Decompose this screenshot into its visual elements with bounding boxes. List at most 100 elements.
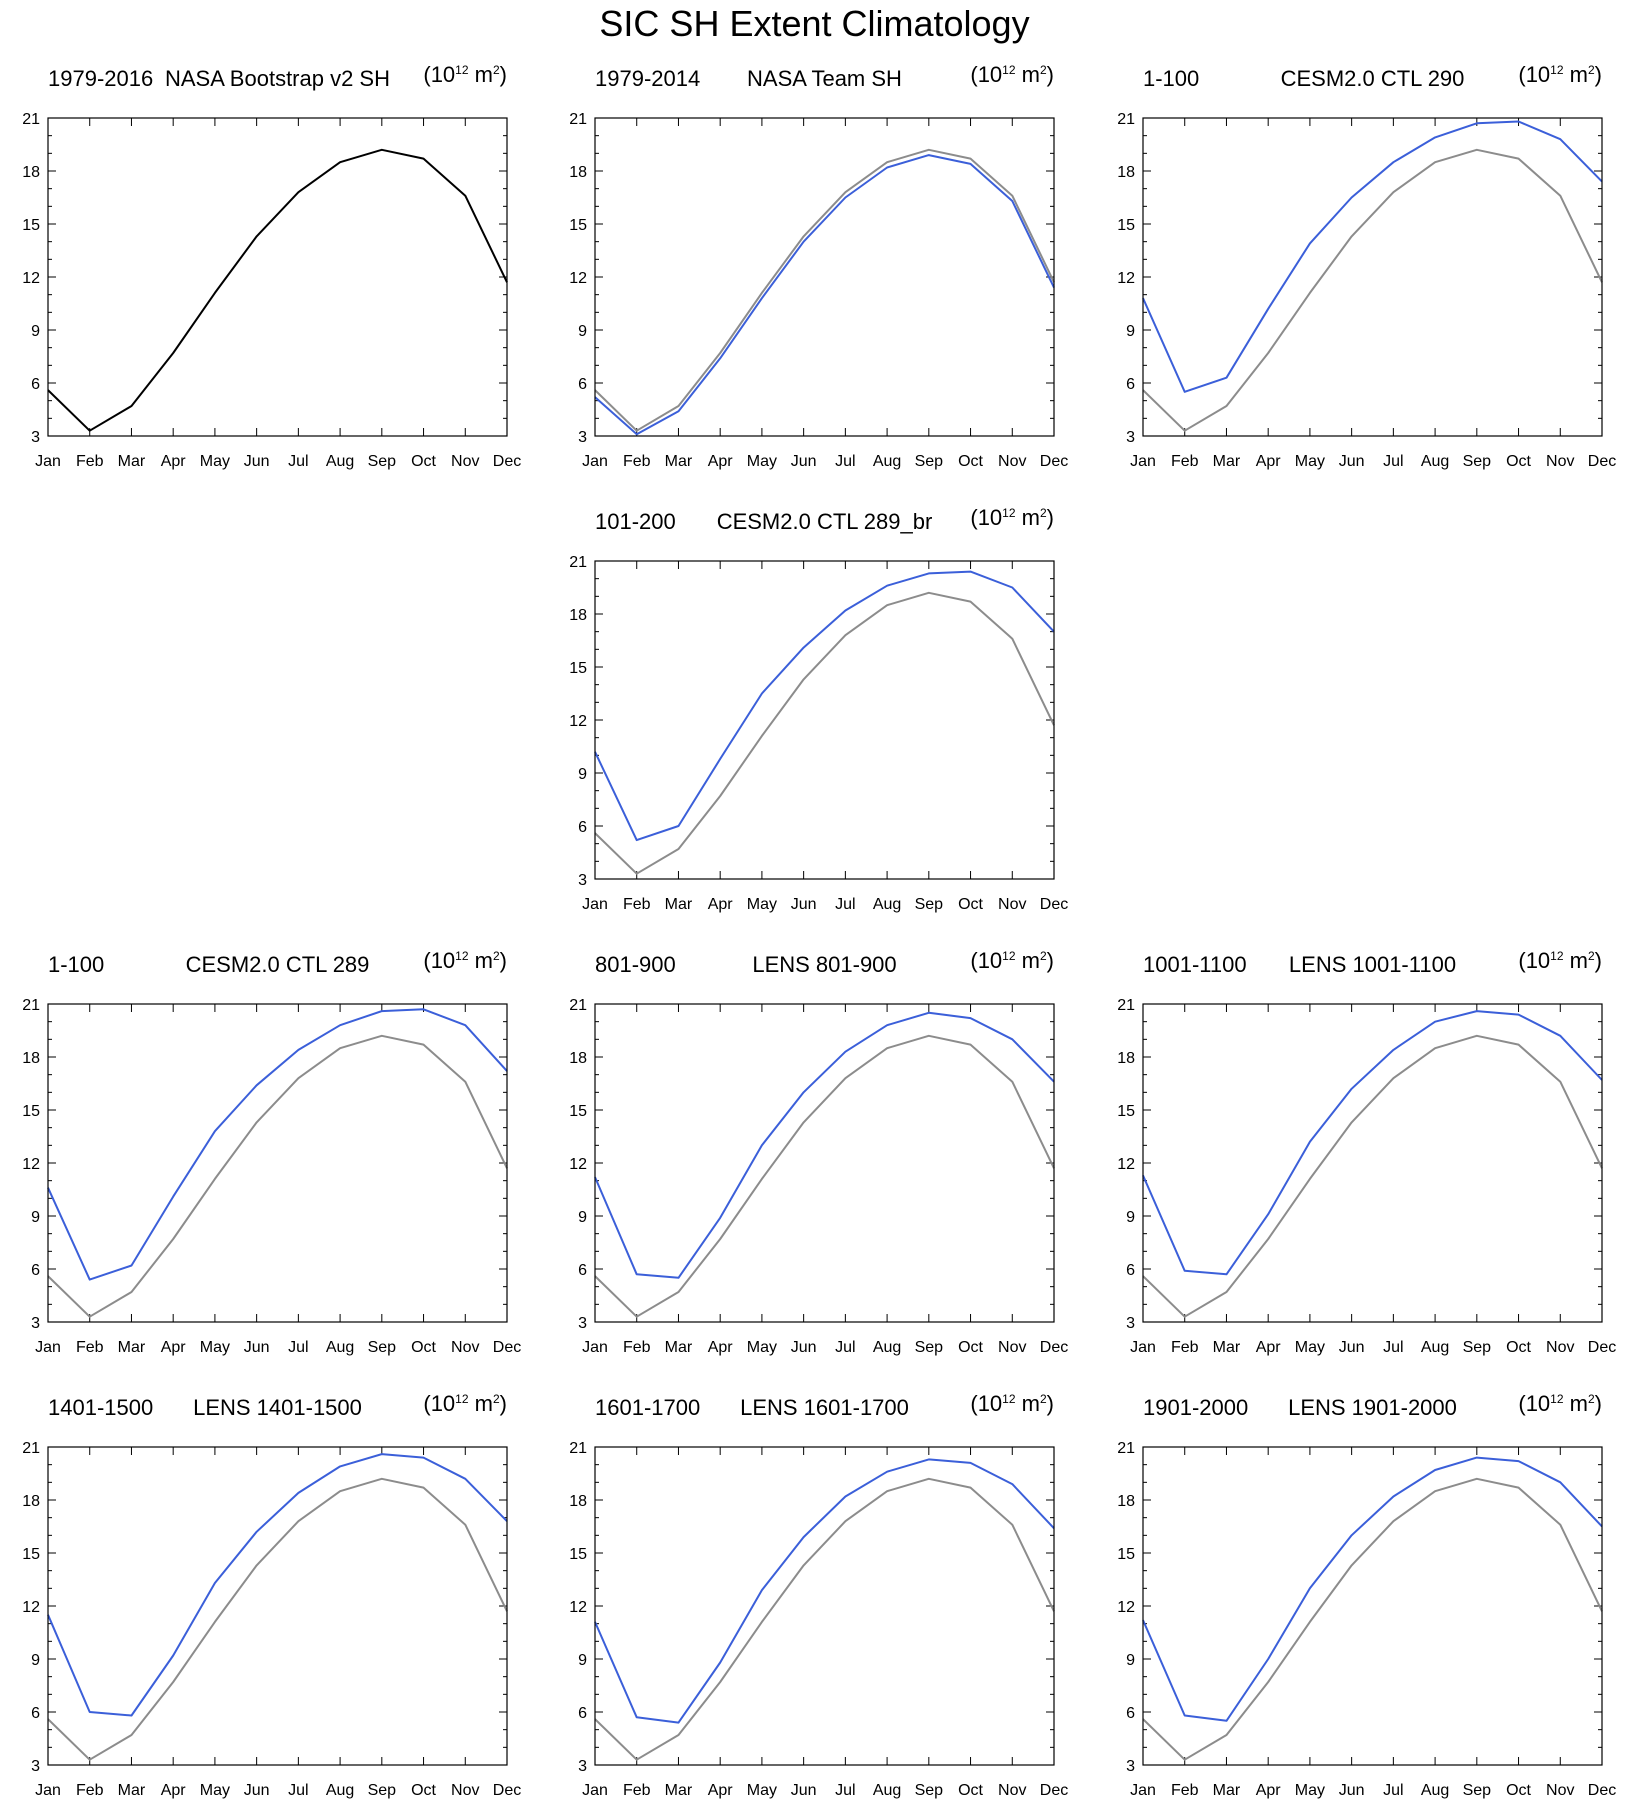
x-tick-label: Dec [493,453,521,470]
units-exp2: 2 [493,63,500,77]
x-tick-label: Jun [791,896,817,913]
y-tick-label: 21 [569,997,587,1014]
x-tick-label: Sep [1463,1339,1492,1356]
y-tick-label: 12 [22,270,40,287]
units-end: ) [500,62,507,87]
x-tick-label: Mar [665,896,693,913]
units-label: (1012 m2) [1518,62,1602,87]
x-tick-label: Oct [1506,453,1531,470]
y-tick-label: 9 [1126,1652,1135,1669]
x-tick-label: Mar [665,453,693,470]
x-tick-label: May [747,1339,777,1356]
x-tick-label: Dec [1588,1339,1616,1356]
x-tick-label: Sep [368,1782,397,1799]
y-tick-label: 15 [22,1546,40,1563]
y-tick-label: 15 [1117,217,1135,234]
x-tick-label: Oct [958,1782,983,1799]
x-tick-label: Aug [326,1782,354,1799]
x-tick-label: Sep [1463,453,1492,470]
units-base: (10 [970,948,1002,973]
units-label: (1012 m2) [970,505,1054,530]
x-tick-label: Oct [958,1339,983,1356]
units-base: (10 [423,948,455,973]
x-tick-label: Jul [288,1339,308,1356]
units-exp: 12 [1002,63,1016,77]
plot-frame [47,1003,508,1323]
x-tick-label: Jun [791,1339,817,1356]
y-tick-label: 12 [569,1599,587,1616]
x-tick-label: Aug [1421,453,1449,470]
x-tick-label: Feb [76,453,104,470]
figure-title: SIC SH Extent Climatology [599,3,1030,44]
y-tick-label: 3 [31,429,40,446]
x-tick-label: Jan [1130,453,1156,470]
x-tick-label: Dec [1040,896,1068,913]
units-mid: m [1016,948,1040,973]
y-tick-label: 15 [569,660,587,677]
x-tick-label: Nov [998,1782,1026,1799]
series-line-reference_overlay [594,1477,1055,1761]
y-tick-label: 6 [578,1705,587,1722]
y-tick-label: 12 [569,713,587,730]
x-tick-label: Apr [1256,1339,1282,1356]
x-tick-label: Jun [244,453,270,470]
y-tick-label: 15 [569,1546,587,1563]
x-tick-label: Apr [161,1782,187,1799]
x-tick-label: Mar [665,1339,693,1356]
plot-area: 1401-1500 LENS 1401-1500 (1012 m2)36912151… [22,1391,521,1799]
y-tick-label: 12 [569,1156,587,1173]
y-tick-label: 15 [22,217,40,234]
units-end: ) [1047,62,1054,87]
x-tick-label: Feb [623,896,651,913]
y-tick-label: 18 [569,1050,587,1067]
x-tick-label: Nov [998,453,1026,470]
x-tick-label: Jul [1383,1339,1403,1356]
y-tick-label: 15 [1117,1546,1135,1563]
y-tick-label: 9 [31,1209,40,1226]
y-tick-label: 6 [31,1262,40,1279]
x-tick-label: Sep [915,1782,944,1799]
series-line-model [594,570,1055,842]
x-tick-label: Aug [1421,1782,1449,1799]
y-tick-label: 18 [569,607,587,624]
y-tick-label: 12 [22,1156,40,1173]
panel-left-label: 1-100 [48,952,104,977]
y-tick-label: 21 [569,111,587,128]
y-tick-label: 21 [22,997,40,1014]
units-exp2: 2 [1588,63,1595,77]
x-tick-label: May [200,453,230,470]
units-label: (1012 m2) [970,1391,1054,1416]
units-mid: m [469,1391,493,1416]
units-end: ) [1047,948,1054,973]
series-line-reference [47,148,508,432]
panel-left-label: 1979-2014 [595,66,700,91]
panel-title: LENS 1401-1500 [193,1395,362,1420]
chart-panel-2: 1979-2014 NASA Team SH (1012 m2)3691215182… [569,62,1068,470]
plot-frame [594,560,1055,880]
units-mid: m [1016,1391,1040,1416]
units-label: (1012 m2) [423,948,507,973]
chart-panel-6: 801-900 LENS 801-900 (1012 m2)36912151821J… [569,948,1068,1356]
units-exp2: 2 [1040,506,1047,520]
units-end: ) [500,948,507,973]
series-line-reference_overlay [1142,1477,1603,1761]
units-end: ) [1047,505,1054,530]
x-tick-label: Feb [623,453,651,470]
y-tick-label: 18 [22,164,40,181]
plot-area: 1979-2014 NASA Team SH (1012 m2)3691215182… [569,62,1068,470]
panel-left-label: 1979-2016 [48,66,153,91]
units-base: (10 [1518,62,1550,87]
x-tick-label: Apr [161,1339,187,1356]
units-end: ) [500,1391,507,1416]
y-tick-label: 9 [1126,323,1135,340]
x-tick-label: Apr [708,1339,734,1356]
y-tick-label: 18 [1117,1493,1135,1510]
x-tick-label: Apr [1256,453,1282,470]
x-tick-label: Oct [411,1782,436,1799]
x-tick-label: Jun [791,453,817,470]
x-tick-label: Nov [451,453,479,470]
plot-area: 1901-2000 LENS 1901-2000 (1012 m2)36912151… [1117,1391,1616,1799]
chart-panel-7: 1001-1100 LENS 1001-1100 (1012 m2)36912151… [1117,948,1616,1356]
units-exp: 12 [455,63,469,77]
units-base: (10 [1518,948,1550,973]
